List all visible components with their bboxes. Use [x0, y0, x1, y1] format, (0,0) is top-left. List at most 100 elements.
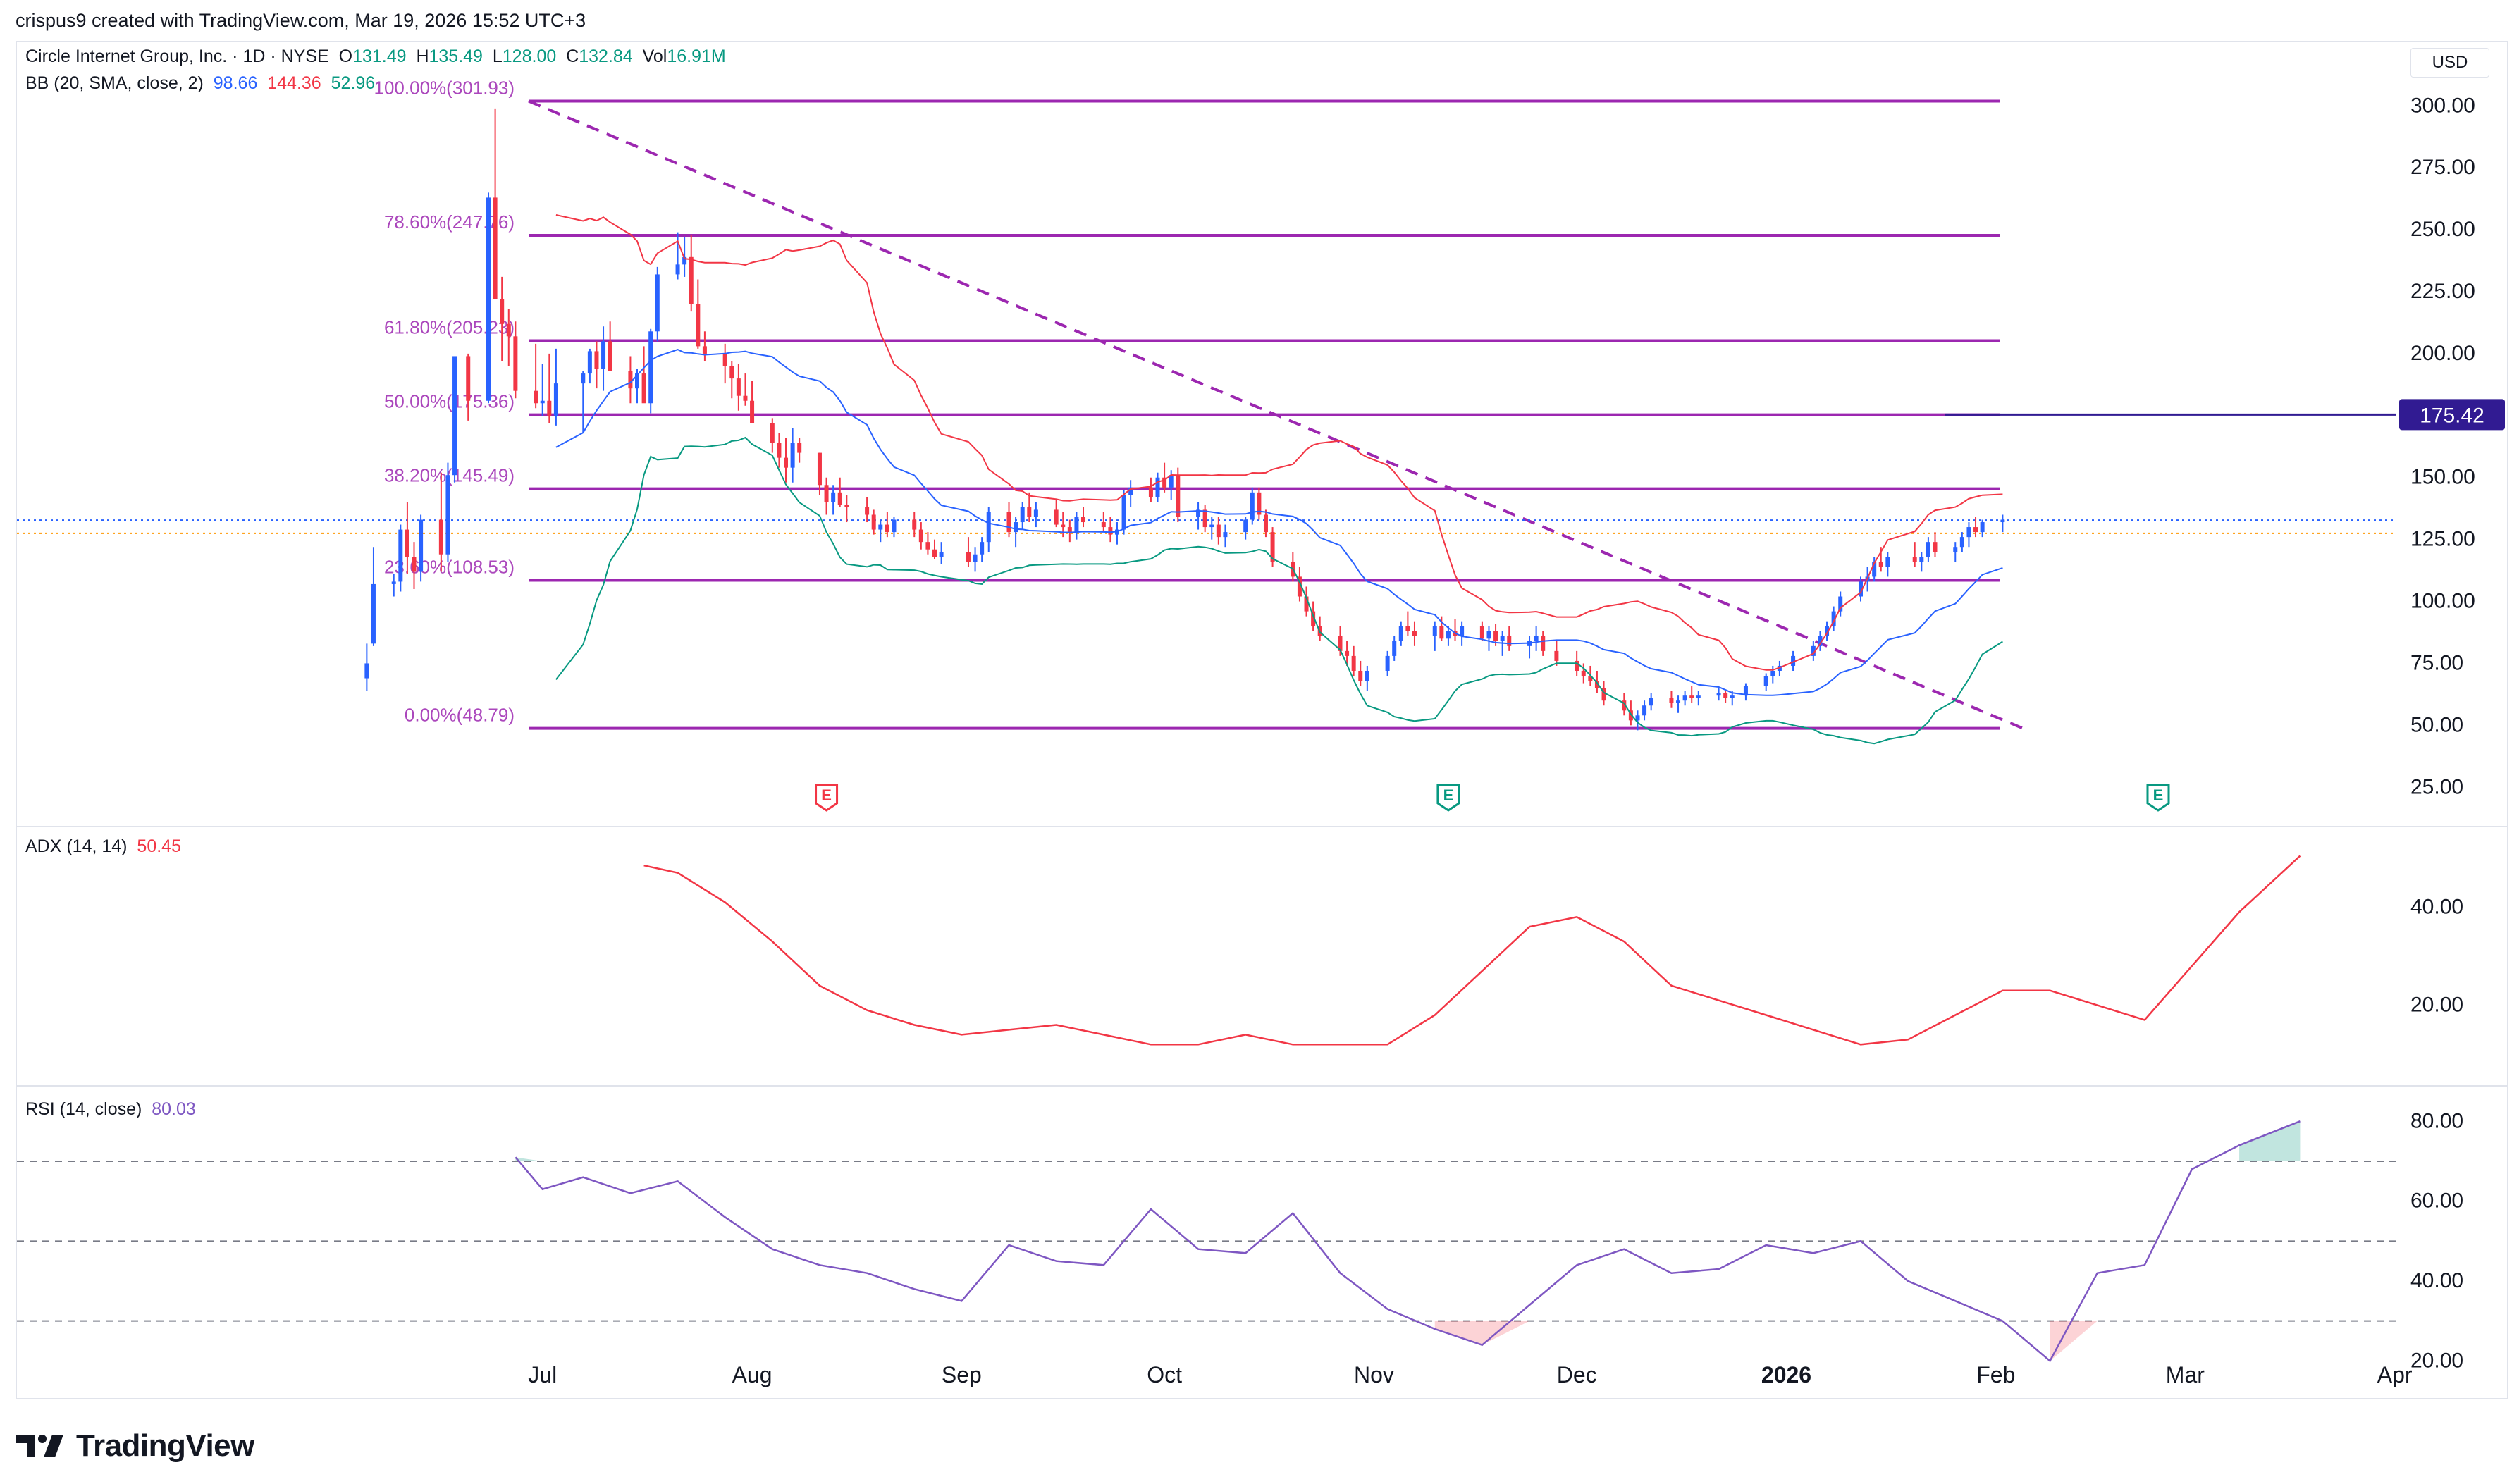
down-candle[interactable]	[1067, 519, 1072, 543]
down-candle[interactable]	[412, 542, 417, 589]
up-candle[interactable]	[986, 507, 991, 552]
down-candle[interactable]	[1216, 517, 1221, 545]
up-candle[interactable]	[1460, 621, 1465, 646]
down-candle[interactable]	[932, 539, 937, 559]
down-candle[interactable]	[1297, 567, 1302, 602]
earnings-marker[interactable]: E	[815, 784, 839, 812]
up-candle[interactable]	[1838, 591, 1843, 617]
down-candle[interactable]	[1358, 660, 1363, 686]
up-candle[interactable]	[831, 485, 836, 515]
up-candle[interactable]	[1534, 626, 1539, 651]
down-candle[interactable]	[641, 346, 646, 404]
adx-indicator-name[interactable]: ADX (14, 14)	[25, 836, 128, 856]
up-candle[interactable]	[878, 519, 883, 543]
down-candle[interactable]	[729, 361, 734, 399]
down-candle[interactable]	[1541, 631, 1546, 656]
down-candle[interactable]	[1689, 686, 1694, 703]
up-candle[interactable]	[1635, 710, 1640, 731]
down-candle[interactable]	[438, 472, 443, 572]
down-candle[interactable]	[405, 502, 409, 574]
down-candle[interactable]	[885, 512, 889, 538]
price-level-tag[interactable]	[2399, 399, 2505, 431]
down-candle[interactable]	[770, 418, 775, 453]
down-candle[interactable]	[750, 381, 755, 423]
up-candle[interactable]	[1885, 552, 1890, 577]
up-candle[interactable]	[398, 524, 403, 592]
down-candle[interactable]	[1723, 691, 1728, 703]
down-candle[interactable]	[1270, 527, 1275, 567]
bb-lower-band[interactable]	[555, 436, 2003, 745]
up-candle[interactable]	[1014, 517, 1018, 548]
down-candle[interactable]	[1912, 542, 1917, 567]
up-candle[interactable]	[1959, 532, 1964, 552]
up-candle[interactable]	[1743, 683, 1748, 701]
up-candle[interactable]	[1114, 522, 1119, 545]
down-candle[interactable]	[817, 452, 822, 495]
down-candle[interactable]	[865, 497, 870, 523]
down-candle[interactable]	[777, 433, 782, 468]
bb-indicator-name[interactable]: BB (20, SMA, close, 2)	[25, 73, 204, 93]
fib-trend-line[interactable]	[528, 99, 2024, 730]
down-candle[interactable]	[493, 108, 498, 299]
down-candle[interactable]	[1081, 507, 1086, 528]
down-candle[interactable]	[547, 353, 552, 423]
down-candle[interactable]	[1405, 611, 1410, 636]
up-candle[interactable]	[452, 356, 457, 483]
down-candle[interactable]	[1479, 621, 1484, 641]
down-candle[interactable]	[912, 512, 917, 538]
up-candle[interactable]	[1763, 673, 1768, 691]
up-candle[interactable]	[1980, 519, 1985, 538]
up-candle[interactable]	[371, 547, 376, 646]
up-candle[interactable]	[445, 462, 450, 562]
down-candle[interactable]	[797, 438, 802, 463]
up-candle[interactable]	[364, 643, 369, 691]
down-candle[interactable]	[513, 321, 518, 399]
up-candle[interactable]	[486, 192, 491, 404]
down-candle[interactable]	[743, 373, 748, 406]
up-candle[interactable]	[675, 232, 680, 280]
up-candle[interactable]	[419, 514, 424, 582]
up-candle[interactable]	[1682, 691, 1687, 706]
up-candle[interactable]	[1831, 606, 1836, 631]
up-candle[interactable]	[581, 371, 586, 433]
up-candle[interactable]	[1858, 576, 1863, 602]
up-candle[interactable]	[1392, 636, 1397, 661]
adx-line[interactable]	[643, 855, 2301, 1046]
up-candle[interactable]	[2000, 514, 2005, 533]
down-candle[interactable]	[702, 331, 707, 361]
up-candle[interactable]	[601, 326, 606, 391]
up-candle[interactable]	[1365, 665, 1369, 691]
up-candle[interactable]	[1872, 557, 1877, 582]
down-candle[interactable]	[824, 477, 829, 515]
up-candle[interactable]	[1446, 626, 1451, 646]
down-candle[interactable]	[628, 356, 633, 404]
down-candle[interactable]	[1554, 641, 1559, 666]
down-candle[interactable]	[594, 341, 599, 389]
up-candle[interactable]	[1966, 522, 1971, 548]
down-candle[interactable]	[1291, 552, 1295, 582]
up-candle[interactable]	[391, 574, 396, 597]
up-candle[interactable]	[553, 348, 558, 426]
down-candle[interactable]	[1027, 492, 1032, 523]
up-candle[interactable]	[1128, 480, 1133, 507]
up-candle[interactable]	[939, 542, 944, 564]
up-candle[interactable]	[1953, 542, 1958, 562]
rsi-line[interactable]	[515, 1120, 2301, 1363]
up-candle[interactable]	[1811, 641, 1816, 661]
down-candle[interactable]	[722, 343, 727, 384]
down-candle[interactable]	[1101, 512, 1106, 533]
down-candle[interactable]	[534, 343, 538, 409]
up-candle[interactable]	[1155, 472, 1160, 502]
down-candle[interactable]	[1345, 641, 1350, 666]
down-candle[interactable]	[689, 235, 694, 312]
down-candle[interactable]	[1054, 500, 1059, 528]
earnings-marker[interactable]: E	[2146, 784, 2170, 812]
up-candle[interactable]	[1121, 490, 1126, 535]
up-candle[interactable]	[1074, 512, 1079, 540]
bb-basis-line[interactable]	[555, 349, 2003, 696]
bb-upper-band[interactable]	[555, 214, 2003, 671]
down-candle[interactable]	[1006, 502, 1011, 538]
rsi-indicator-name[interactable]: RSI (14, close)	[25, 1099, 142, 1119]
down-candle[interactable]	[1263, 509, 1268, 538]
up-candle[interactable]	[587, 348, 592, 384]
